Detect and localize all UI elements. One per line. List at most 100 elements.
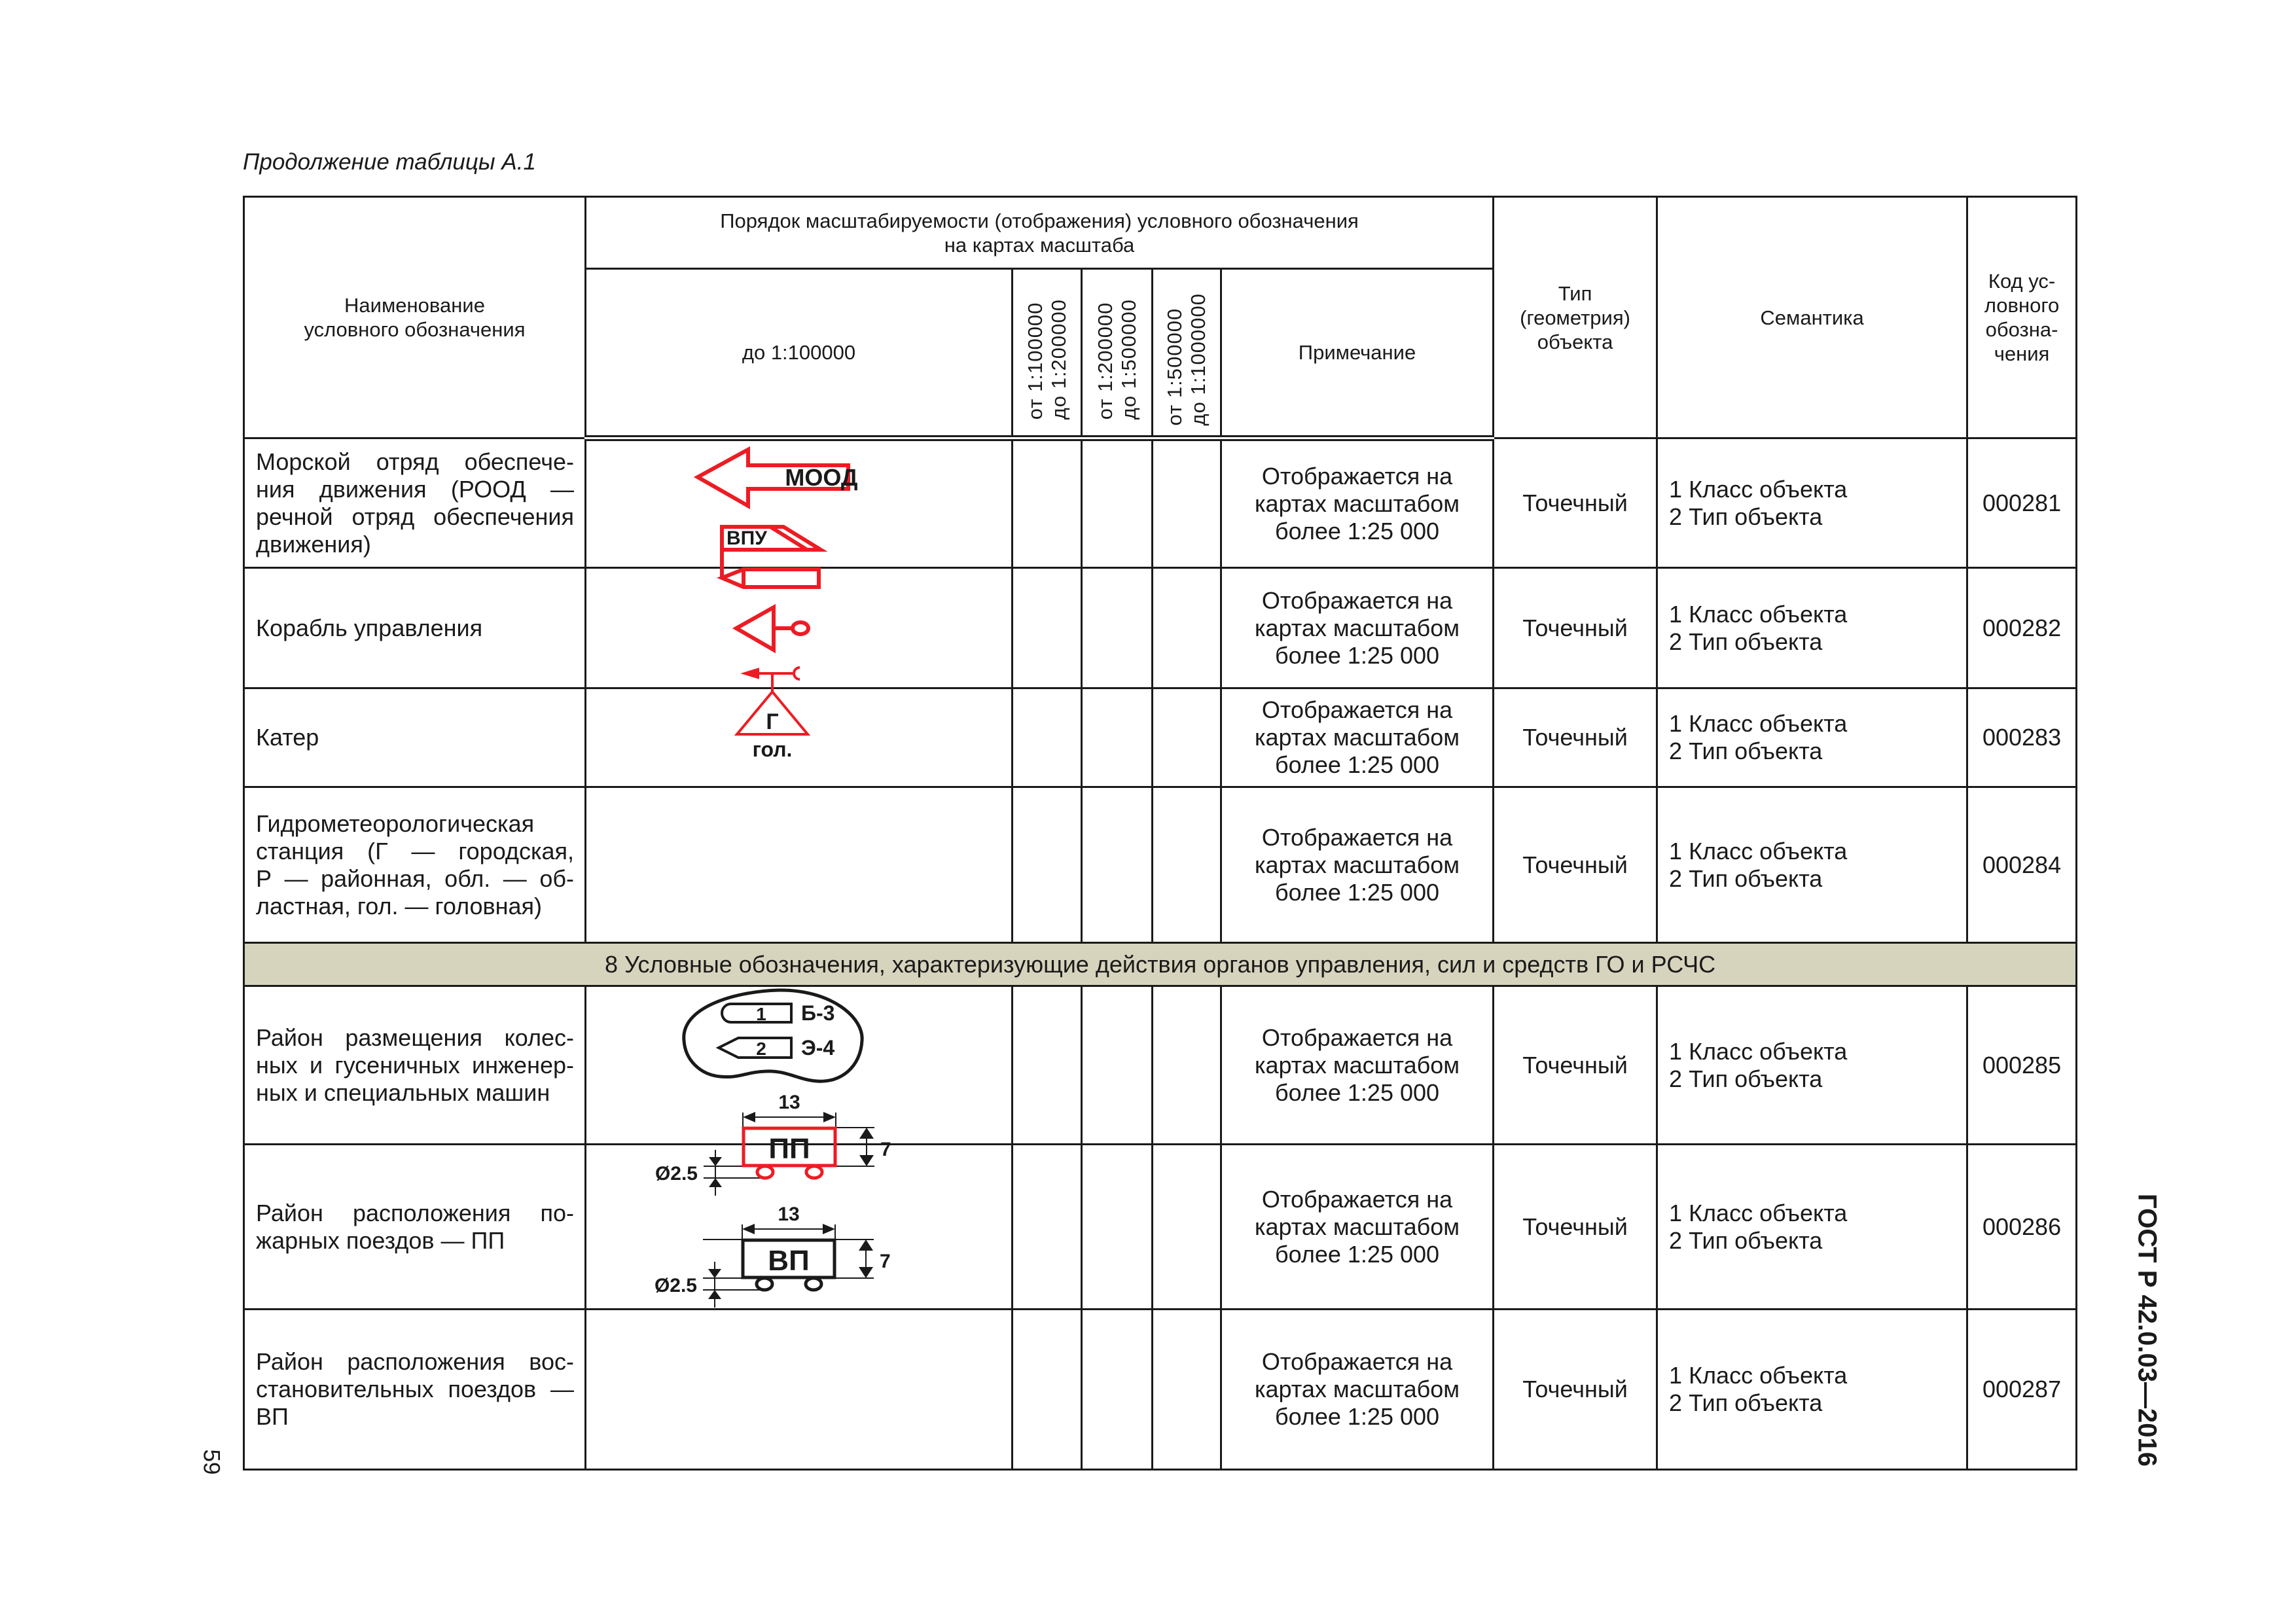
type-cell: Точечный [1492,687,1659,788]
note-cell: Отображается на картах масштабом более 1… [1219,786,1495,944]
header-note: Примечание [1219,268,1495,441]
header-scale-4-text: от 1:500000 до 1:1000000 [1163,293,1210,426]
symbol-name-line: Гидрометеорологическая [256,810,535,837]
symbol-image-cell [584,1143,1013,1310]
header-type: Тип (геометрия) объекта [1492,196,1659,439]
scale-cell-3 [1081,985,1153,1145]
code-cell: 000281 [1966,437,2078,569]
code-cell: 000284 [1966,786,2078,944]
scale-cell-2 [1011,1308,1083,1471]
symbol-name-line: Р — районная, обл. — об- [256,865,574,892]
note-cell: Отображается на картах масштабом более 1… [1219,567,1495,689]
symbol-image-cell [584,1308,1013,1471]
scale-cell-4 [1151,985,1222,1145]
note-cell: Отображается на картах масштабом более 1… [1219,1308,1495,1471]
header-scale-2-text: от 1:100000 до 1:200000 [1023,299,1070,420]
document-id: ГОСТ Р 42.0.03—2016 [2132,1194,2162,1467]
section-title: 8 Условные обозначения, характеризующие … [242,942,2078,987]
symbol-name-line: Район расположения вос- [256,1348,574,1375]
code-cell: 000286 [1966,1143,2078,1310]
scale-cell-2 [1011,985,1083,1145]
symbol-image-cell [584,437,1013,569]
symbol-image-cell [584,786,1013,944]
scale-cell-4 [1151,687,1222,788]
type-cell: Точечный [1492,985,1659,1145]
page-number: 59 [198,1449,224,1475]
code-cell: 000285 [1966,985,2078,1145]
table-caption: Продолжение таблицы А.1 [243,149,536,175]
header-scale-3-text: от 1:200000 до 1:500000 [1093,299,1140,420]
scale-cell-3 [1081,786,1153,944]
note-cell: Отображается на картах масштабом более 1… [1219,1143,1495,1310]
semantics-cell: 1 Класс объекта 2 Тип объекта [1656,1143,1969,1310]
scale-cell-3 [1081,1143,1153,1310]
scale-cell-4 [1151,1308,1222,1471]
scale-cell-3 [1081,437,1153,569]
header-scale-1: до 1:100000 [584,268,1013,441]
section-row: 8 Условные обозначения, характеризующие … [242,942,2078,987]
note-cell: Отображается на картах масштабом более 1… [1219,437,1495,569]
table-row: Гидрометеорологическая станция (Г — город… [243,786,2078,944]
type-cell: Точечный [1492,786,1659,944]
symbol-name-line: Корабль управления [256,614,483,641]
header-scale-3: от 1:200000 до 1:500000 [1081,268,1153,441]
semantics-cell: 1 Класс объекта 2 Тип объекта [1656,1308,1969,1471]
symbol-name: Район расположения вос-становительных по… [243,1308,586,1471]
header-code: Код ус- ловного обозна- чения [1966,196,2078,439]
table-row: Район размещения колес-ных и гусеничных … [243,985,2078,1145]
symbol-name-line: речной отряд обеспечения [256,503,574,530]
symbol-image-cell [584,985,1013,1145]
symbol-image-cell [584,567,1013,689]
type-cell: Точечный [1492,1308,1659,1471]
type-cell: Точечный [1492,437,1659,569]
scale-cell-3 [1081,1308,1153,1471]
code-cell: 000287 [1966,1308,2078,1471]
symbol-name: Морской отряд обеспече-ния движения (РОО… [243,437,586,569]
symbols-table: Наименование условного обозначения Поряд… [242,196,2078,1471]
table-row: Морской отряд обеспече-ния движения (РОО… [243,437,2078,569]
scale-cell-4 [1151,786,1222,944]
symbol-name-line: Катер [256,724,319,751]
scale-cell-2 [1011,567,1083,689]
symbol-name-line: Морской отряд обеспече- [256,448,574,475]
symbol-name: Корабль управления [243,567,586,689]
scale-cell-4 [1151,1143,1222,1310]
symbol-name: Гидрометеорологическая станция (Г — город… [243,786,586,944]
semantics-cell: 1 Класс объекта 2 Тип объекта [1656,437,1969,569]
table-row: Район расположения вос-становительных по… [243,1308,2078,1471]
scale-cell-3 [1081,687,1153,788]
code-cell: 000283 [1966,687,2078,788]
symbol-name-line: становительных поездов — [256,1376,574,1402]
note-cell: Отображается на картах масштабом более 1… [1219,687,1495,788]
symbol-name-line: ластная, гол. — головная) [256,892,543,919]
table-row: Корабль управления Отображается на картах… [243,567,2078,689]
header-row-1: Наименование условного обозначения Поряд… [243,196,2078,439]
symbol-name: Район размещения колес-ных и гусеничных … [243,985,586,1145]
symbol-name-line: станция (Г — городская, [256,837,574,865]
type-cell: Точечный [1492,567,1659,689]
scale-cell-2 [1011,1143,1083,1310]
symbol-name: Катер [243,687,586,788]
symbol-image-cell [584,687,1013,788]
semantics-cell: 1 Класс объекта 2 Тип объекта [1656,687,1969,788]
semantics-cell: 1 Класс объекта 2 Тип объекта [1656,786,1969,944]
type-cell: Точечный [1492,1143,1659,1310]
symbol-name: Район расположения по-жарных поездов — П… [243,1143,586,1310]
table-row: Район расположения по-жарных поездов — П… [243,1143,2078,1310]
header-row-2: до 1:100000 от 1:100000 до 1:200000 от 1… [244,268,2077,441]
symbol-name-line: Район размещения колес- [256,1024,574,1051]
symbol-name-line: ных и специальных машин [256,1079,550,1106]
scale-cell-2 [1011,687,1083,788]
scale-cell-4 [1151,437,1222,569]
symbol-name-line: жарных поездов — ПП [256,1226,505,1254]
code-cell: 000282 [1966,567,2078,689]
note-cell: Отображается на картах масштабом более 1… [1219,985,1495,1145]
symbol-name-line: движения) [256,530,371,558]
table-row: Катер Отображается на картах масштабом бо… [243,687,2078,788]
symbol-name-line: ВП [256,1403,289,1430]
header-scale-2: от 1:100000 до 1:200000 [1011,268,1083,441]
scale-cell-4 [1151,567,1222,689]
header-scale-4: от 1:500000 до 1:1000000 [1151,268,1222,441]
header-name: Наименование условного обозначения [243,196,586,439]
semantics-cell: 1 Класс объекта 2 Тип объекта [1656,567,1969,689]
